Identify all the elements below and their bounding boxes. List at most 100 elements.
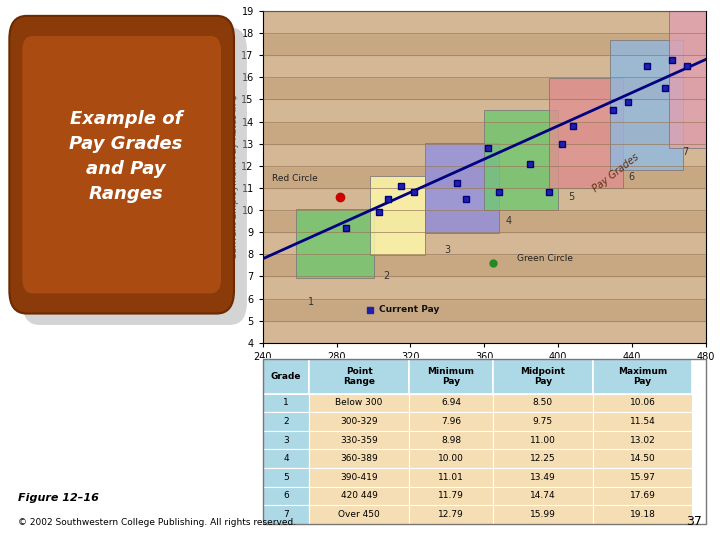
Text: 3: 3 bbox=[283, 436, 289, 444]
Bar bbox=[263, 232, 706, 254]
Bar bbox=[593, 487, 693, 505]
Bar bbox=[296, 209, 374, 278]
Text: 4: 4 bbox=[505, 216, 511, 226]
Bar bbox=[263, 33, 706, 55]
Text: 12.79: 12.79 bbox=[438, 510, 464, 519]
Text: 9.75: 9.75 bbox=[533, 417, 553, 426]
Bar bbox=[263, 468, 310, 487]
Text: 390-419: 390-419 bbox=[341, 473, 378, 482]
Bar bbox=[593, 412, 693, 431]
Text: Green Circle: Green Circle bbox=[518, 254, 573, 263]
Bar bbox=[263, 77, 706, 99]
Bar bbox=[310, 359, 409, 394]
Text: Midpoint
Pay: Midpoint Pay bbox=[521, 367, 565, 386]
Text: 3: 3 bbox=[444, 245, 451, 255]
Text: 19.18: 19.18 bbox=[629, 510, 655, 519]
Bar bbox=[263, 321, 706, 343]
Text: 11.00: 11.00 bbox=[530, 436, 556, 444]
Text: 10.06: 10.06 bbox=[629, 399, 655, 408]
Text: 330-359: 330-359 bbox=[341, 436, 378, 444]
Text: 1: 1 bbox=[283, 399, 289, 408]
Text: 5: 5 bbox=[283, 473, 289, 482]
Bar bbox=[493, 412, 593, 431]
Bar bbox=[593, 468, 693, 487]
Bar bbox=[263, 487, 310, 505]
Text: 11.01: 11.01 bbox=[438, 473, 464, 482]
Text: 2: 2 bbox=[283, 417, 289, 426]
Text: 15.97: 15.97 bbox=[629, 473, 655, 482]
Text: Minimum
Pay: Minimum Pay bbox=[428, 367, 474, 386]
Bar bbox=[263, 449, 310, 468]
Text: 11.79: 11.79 bbox=[438, 491, 464, 501]
Text: 6.94: 6.94 bbox=[441, 399, 461, 408]
Text: 14.50: 14.50 bbox=[629, 454, 655, 463]
FancyBboxPatch shape bbox=[9, 16, 234, 314]
Text: 5: 5 bbox=[568, 192, 574, 202]
Text: 4: 4 bbox=[283, 454, 289, 463]
Bar bbox=[493, 449, 593, 468]
Text: 8.50: 8.50 bbox=[533, 399, 553, 408]
Bar bbox=[310, 412, 409, 431]
Bar bbox=[263, 210, 706, 232]
Text: Maximum
Pay: Maximum Pay bbox=[618, 367, 667, 386]
Bar bbox=[263, 412, 310, 431]
Bar bbox=[409, 412, 493, 431]
Text: 14.74: 14.74 bbox=[530, 491, 556, 501]
Bar bbox=[263, 99, 706, 122]
Bar bbox=[610, 40, 683, 171]
Bar bbox=[593, 449, 693, 468]
Bar bbox=[493, 431, 593, 449]
Text: 10.00: 10.00 bbox=[438, 454, 464, 463]
Bar bbox=[263, 299, 706, 321]
Bar bbox=[409, 394, 493, 412]
Bar bbox=[263, 254, 706, 276]
Text: 360-389: 360-389 bbox=[341, 454, 378, 463]
Text: 7: 7 bbox=[682, 147, 688, 158]
Text: 8.98: 8.98 bbox=[441, 436, 461, 444]
Bar bbox=[370, 176, 425, 255]
Text: Current Pay: Current Pay bbox=[379, 305, 439, 314]
Bar bbox=[263, 11, 706, 33]
Bar bbox=[263, 188, 706, 210]
Bar bbox=[310, 487, 409, 505]
Text: Figure 12–16: Figure 12–16 bbox=[18, 493, 99, 503]
Bar bbox=[263, 431, 310, 449]
Y-axis label: Currrent Employment Pay Rates in $: Currrent Employment Pay Rates in $ bbox=[230, 94, 238, 259]
Text: 37: 37 bbox=[686, 515, 702, 528]
Bar bbox=[493, 359, 593, 394]
Bar bbox=[263, 122, 706, 144]
Text: 300-329: 300-329 bbox=[341, 417, 378, 426]
Text: 2: 2 bbox=[383, 272, 390, 281]
Bar bbox=[493, 505, 593, 524]
Bar bbox=[263, 166, 706, 188]
Text: 15.99: 15.99 bbox=[530, 510, 556, 519]
Text: 11.54: 11.54 bbox=[629, 417, 655, 426]
Text: 6: 6 bbox=[629, 172, 635, 182]
FancyBboxPatch shape bbox=[22, 28, 247, 325]
Bar bbox=[485, 111, 558, 210]
Bar bbox=[409, 505, 493, 524]
Bar bbox=[310, 394, 409, 412]
Text: 1: 1 bbox=[307, 297, 314, 307]
Bar bbox=[409, 359, 493, 394]
Bar bbox=[263, 144, 706, 166]
Text: 420 449: 420 449 bbox=[341, 491, 377, 501]
Bar bbox=[493, 468, 593, 487]
Bar bbox=[409, 431, 493, 449]
Text: Grade: Grade bbox=[271, 372, 301, 381]
Text: 7.96: 7.96 bbox=[441, 417, 461, 426]
Bar bbox=[263, 359, 310, 394]
Text: Example of
Pay Grades
and Pay
Ranges: Example of Pay Grades and Pay Ranges bbox=[69, 110, 183, 202]
Bar bbox=[409, 449, 493, 468]
Bar bbox=[310, 449, 409, 468]
Text: 7: 7 bbox=[283, 510, 289, 519]
Bar bbox=[310, 431, 409, 449]
Text: 12.25: 12.25 bbox=[530, 454, 556, 463]
Bar bbox=[593, 359, 693, 394]
Text: Over 450: Over 450 bbox=[338, 510, 380, 519]
Bar bbox=[263, 505, 310, 524]
Text: Pay Grades: Pay Grades bbox=[591, 152, 642, 194]
Bar bbox=[263, 394, 310, 412]
Bar bbox=[493, 394, 593, 412]
Bar bbox=[409, 468, 493, 487]
